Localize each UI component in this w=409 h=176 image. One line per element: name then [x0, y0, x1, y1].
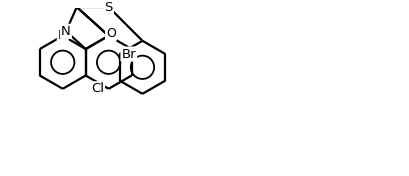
Text: S: S — [104, 1, 112, 14]
Text: Cl: Cl — [91, 82, 104, 95]
Text: Br: Br — [121, 48, 136, 61]
Text: N: N — [58, 29, 67, 42]
Text: O: O — [106, 27, 116, 40]
Text: N: N — [61, 25, 71, 38]
